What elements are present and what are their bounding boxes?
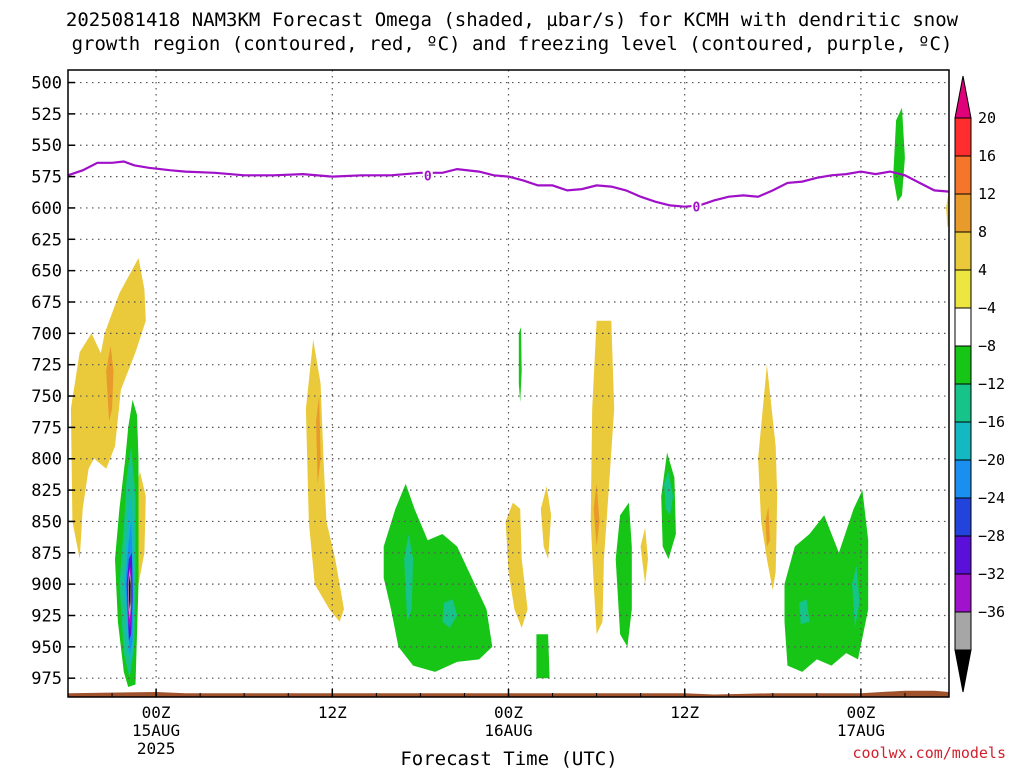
omega-region	[593, 483, 600, 547]
colorbar-label: −12	[978, 375, 1005, 393]
colorbar-swatch	[954, 155, 972, 195]
y-tick-label: 900	[31, 575, 62, 595]
colorbar-label: −8	[978, 337, 996, 355]
freezing-label-bg	[691, 199, 702, 214]
omega-region	[758, 364, 778, 591]
omega-region	[852, 565, 860, 628]
omega-region	[90, 258, 146, 469]
y-tick-label: 850	[31, 512, 62, 532]
omega-region	[784, 490, 869, 672]
omega-region	[505, 502, 528, 628]
y-tick-label: 875	[31, 544, 62, 564]
colorbar-swatch	[954, 269, 972, 309]
colorbar-swatch	[954, 383, 972, 423]
y-tick-label: 800	[31, 450, 62, 470]
freezing-level-line	[68, 160, 949, 208]
y-tick-label: 825	[31, 481, 62, 501]
colorbar-label: −16	[978, 413, 1005, 431]
colorbar-legend: 20 16 12 8 4 −4 −8 −12 −16 −20 −24 −28 −32 −36	[954, 75, 1005, 693]
x-year-label: 2025	[137, 739, 176, 758]
colorbar-label: −28	[978, 527, 1005, 545]
omega-region	[404, 534, 414, 622]
x-date-label: 16AUG	[484, 721, 532, 740]
colorbar-swatch	[954, 459, 972, 499]
y-tick-label: 500	[31, 74, 62, 94]
colorbar-swatch	[954, 231, 972, 271]
omega-region	[664, 471, 673, 516]
x-date-label: 17AUG	[837, 721, 885, 740]
y-tick-label: 650	[31, 262, 62, 282]
omega-region	[106, 345, 114, 422]
omega-region	[518, 327, 522, 403]
y-tick-label: 600	[31, 199, 62, 219]
colorbar-swatch	[954, 345, 972, 385]
y-tick-label: 975	[31, 669, 62, 689]
x-tick-label: 00Z	[846, 703, 875, 722]
colorbar-label: −36	[978, 603, 1005, 621]
y-tick-label: 925	[31, 606, 62, 626]
x-axis-label: Forecast Time (UTC)	[400, 748, 617, 768]
omega-region	[305, 339, 344, 622]
y-tick-label: 550	[31, 136, 62, 156]
y-axis: 500 525 550 575 600 625 650 675 700 725 750 775 800 8…	[31, 74, 75, 689]
omega-region	[765, 506, 770, 547]
colorbar-swatch	[954, 421, 972, 461]
colorbar-label: −4	[978, 299, 996, 317]
colorbar-label: 20	[978, 109, 996, 127]
colorbar-label: 12	[978, 185, 996, 203]
colorbar-swatch	[954, 307, 972, 347]
y-tick-label: 625	[31, 230, 62, 250]
colorbar-swatch	[954, 573, 972, 613]
title-line-1: 2025081418 NAM3KM Forecast Omega (shaded…	[65, 9, 959, 31]
y-tick-label: 950	[31, 638, 62, 658]
chart-title: 2025081418 NAM3KM Forecast Omega (shaded…	[0, 8, 1024, 56]
colorbar-label: 8	[978, 223, 987, 241]
colorbar-label: −24	[978, 489, 1005, 507]
colorbar-swatch	[954, 117, 972, 157]
colorbar-swatch	[954, 535, 972, 575]
colorbar-swatch	[954, 611, 972, 651]
y-tick-label: 675	[31, 293, 62, 313]
colorbar-label: 4	[978, 261, 987, 279]
title-line-2: growth region (contoured, red, ºC) and f…	[71, 33, 953, 55]
omega-region	[383, 483, 493, 672]
x-tick-label: 00Z	[494, 703, 523, 722]
y-tick-label: 525	[31, 105, 62, 125]
colorbar-label: −32	[978, 565, 1005, 583]
y-tick-label: 775	[31, 418, 62, 438]
omega-region	[316, 396, 321, 484]
colorbar-bottom-cap	[954, 649, 972, 693]
omega-region	[536, 634, 550, 679]
colorbar-swatch	[954, 497, 972, 537]
y-tick-label: 725	[31, 356, 62, 376]
omega-region	[640, 527, 648, 585]
omega-region	[442, 599, 458, 628]
plot-grid	[68, 70, 949, 697]
x-date-label: 15AUG	[132, 721, 180, 740]
freezing-label-bg	[422, 168, 433, 183]
omega-region	[590, 320, 615, 635]
freezing-level-label: 0	[424, 169, 432, 184]
omega-region	[893, 107, 905, 202]
omega-region	[615, 502, 632, 647]
x-tick-label: 00Z	[142, 703, 171, 722]
credit-text: coolwx.com/models	[852, 744, 1006, 762]
colorbar-top-cap	[954, 75, 972, 119]
freezing-level-layer: 00	[68, 160, 949, 216]
y-tick-label: 575	[31, 168, 62, 188]
colorbar-swatch	[954, 193, 972, 233]
y-tick-label: 750	[31, 387, 62, 407]
omega-shading	[70, 107, 949, 687]
y-tick-label: 700	[31, 324, 62, 344]
omega-region	[540, 486, 552, 560]
x-tick-label: 12Z	[318, 703, 347, 722]
colorbar-label: −20	[978, 451, 1005, 469]
colorbar-label: 16	[978, 147, 996, 165]
omega-region	[799, 599, 810, 625]
x-tick-label: 12Z	[670, 703, 699, 722]
freezing-level-label: 0	[693, 201, 701, 216]
